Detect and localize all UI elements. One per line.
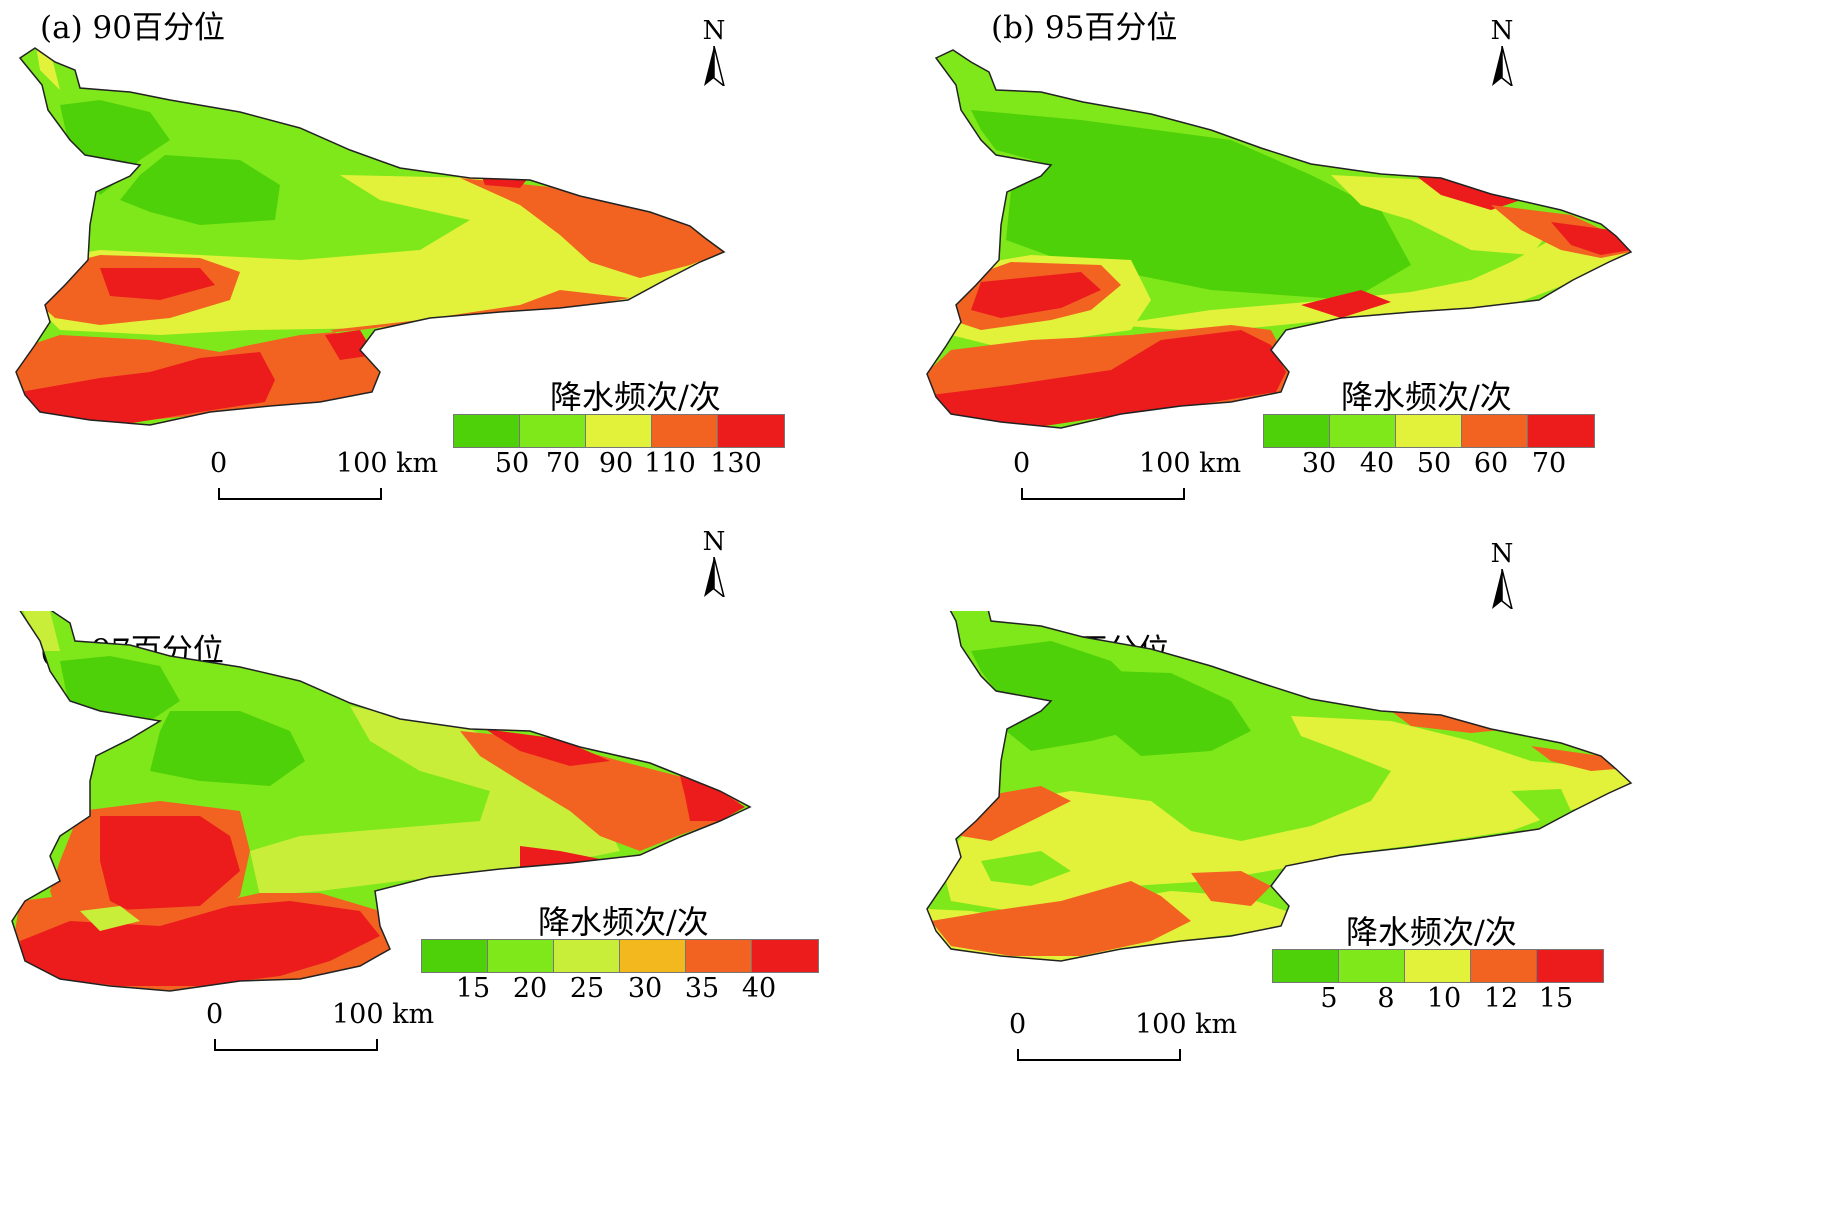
north-arrow-icon	[1492, 46, 1513, 86]
north-arrow: N	[1482, 541, 1522, 621]
choropleth-map	[15, 47, 726, 426]
legend-swatch	[488, 940, 554, 972]
legend-tick: 130	[710, 448, 762, 479]
legend-swatch	[1528, 415, 1594, 447]
legend-swatches	[1272, 949, 1604, 983]
legend-tick: 110	[644, 448, 696, 479]
legend-title: 降水频次/次	[1346, 913, 1517, 951]
legend-swatch	[620, 940, 686, 972]
legend-swatch	[520, 415, 586, 447]
north-arrow: N	[694, 529, 734, 609]
legend-tick: 70	[545, 448, 581, 479]
legend-tick: 35	[684, 973, 720, 1004]
choropleth-map	[926, 49, 1633, 429]
legend-swatch	[422, 940, 488, 972]
legend-swatch	[1462, 415, 1528, 447]
legend-tick: 50	[494, 448, 530, 479]
north-arrow: N	[694, 18, 734, 98]
map-panel-a: (a) 90百分位 N 降水频次/次	[0, 0, 911, 611]
legend-swatch	[1537, 950, 1603, 982]
north-arrow-icon	[704, 46, 725, 86]
scale-bar: 0 100 km	[1013, 448, 1243, 518]
legend-swatch	[1405, 950, 1471, 982]
legend-tick: 60	[1473, 448, 1509, 479]
legend-swatches	[1263, 414, 1595, 448]
scale-bar: 0 100 km	[1009, 1009, 1239, 1079]
legend-tick: 90	[598, 448, 634, 479]
north-arrow-icon	[704, 557, 725, 597]
legend-tick: 10	[1426, 983, 1462, 1014]
legend-swatch	[718, 415, 784, 447]
legend-title: 降水频次/次	[538, 903, 709, 941]
legend-tick: 50	[1416, 448, 1452, 479]
choropleth-map	[11, 611, 752, 992]
legend-swatch	[686, 940, 752, 972]
legend-tick: 12	[1483, 983, 1519, 1014]
legend-swatch	[1273, 950, 1339, 982]
legend-swatch	[652, 415, 718, 447]
panel-title: (a) 90百分位	[40, 10, 225, 46]
legend-tick: 40	[1359, 448, 1395, 479]
legend-tick: 8	[1377, 983, 1395, 1014]
legend-tick: 40	[741, 973, 777, 1004]
legend-swatch	[752, 940, 818, 972]
legend-tick: 30	[1301, 448, 1337, 479]
legend-tick: 30	[627, 973, 663, 1004]
legend-swatch	[586, 415, 652, 447]
legend-swatches	[421, 939, 819, 973]
scale-bar: 0 100 km	[206, 999, 436, 1069]
map-panel-d: (d) 99百分位 N 降水频次/次	[911, 541, 1822, 1222]
legend-tick: 5	[1320, 983, 1338, 1014]
panel-title: (b) 95百分位	[991, 10, 1178, 46]
north-arrow: N	[1482, 18, 1522, 98]
legend-tick: 15	[1538, 983, 1574, 1014]
choropleth-map	[926, 611, 1633, 962]
legend-swatch	[1330, 415, 1396, 447]
scale-bar: 0 100 km	[210, 448, 440, 518]
legend-title: 降水频次/次	[550, 378, 721, 416]
legend-swatch	[1396, 415, 1462, 447]
legend-title: 降水频次/次	[1341, 378, 1512, 416]
legend-swatches	[453, 414, 785, 448]
map-panel-c: (c) 97百分位 N 降水频次/次	[0, 529, 911, 1222]
legend-tick: 15	[455, 973, 491, 1004]
legend-swatch	[1471, 950, 1537, 982]
map-panel-b: (b) 95百分位 N 降水频次/次	[911, 0, 1822, 611]
legend-swatch	[454, 415, 520, 447]
legend-swatch	[1264, 415, 1330, 447]
legend-tick: 25	[569, 973, 605, 1004]
north-arrow-icon	[1492, 569, 1513, 609]
legend-swatch	[1339, 950, 1405, 982]
legend-tick: 20	[512, 973, 548, 1004]
legend-swatch	[554, 940, 620, 972]
legend-tick: 70	[1531, 448, 1567, 479]
